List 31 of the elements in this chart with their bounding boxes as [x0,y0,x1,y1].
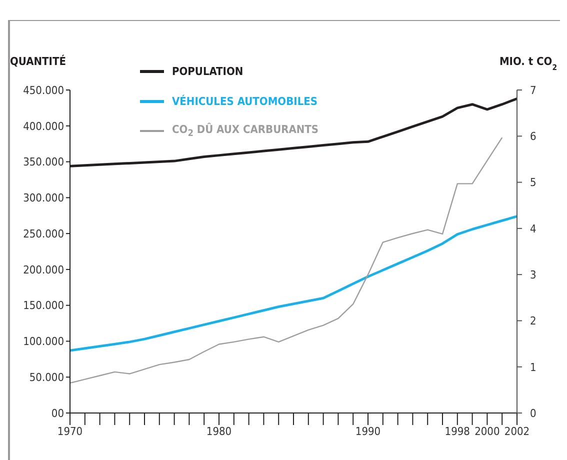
line-series [70,215,517,352]
y-tick-label: 450.000 [23,84,64,97]
y-tick-label: 200.000 [23,263,64,276]
y2-tick-label: 3 [530,268,536,282]
y-tick-label: 150.000 [23,299,64,312]
y2-axis-title: MIO. t CO$_{2}$ [499,55,558,72]
y-axis-title: QUANTITÉ [10,54,66,68]
x-tick-label: 2002 [504,424,530,438]
x-tick-label: 1990 [355,424,381,438]
y2-tick-label: 4 [530,222,536,236]
y-tick-label: 100.000 [23,335,64,348]
y-tick-label: 250.000 [23,227,64,240]
y2-tick-label: 0 [530,406,536,420]
legend-label: CO$_{2}$ DÛ AUX CARBURANTS [172,122,319,140]
y2-tick-label: 5 [530,176,536,190]
y2-tick-label: 6 [530,130,536,144]
x-tick-label: 2000 [474,424,500,438]
legend-label: POPULATION [172,64,244,78]
y-tick-label: 50.000 [29,371,64,384]
y-tick-label: 300.000 [23,192,64,205]
y-tick-label: 350.000 [23,156,64,169]
y2-tick-label: 1 [530,360,536,374]
x-tick-label: 1998 [444,424,470,438]
y-tick-label: 00 [51,406,64,420]
legend-label: VÉHICULES AUTOMOBILES [172,94,318,108]
line-series [70,136,503,384]
y2-tick-label: 7 [530,84,536,97]
x-tick-label: 1980 [206,424,232,438]
y2-tick-label: 2 [530,314,536,328]
x-tick-label: 1970 [57,424,83,438]
y-tick-label: 400.000 [23,120,64,133]
